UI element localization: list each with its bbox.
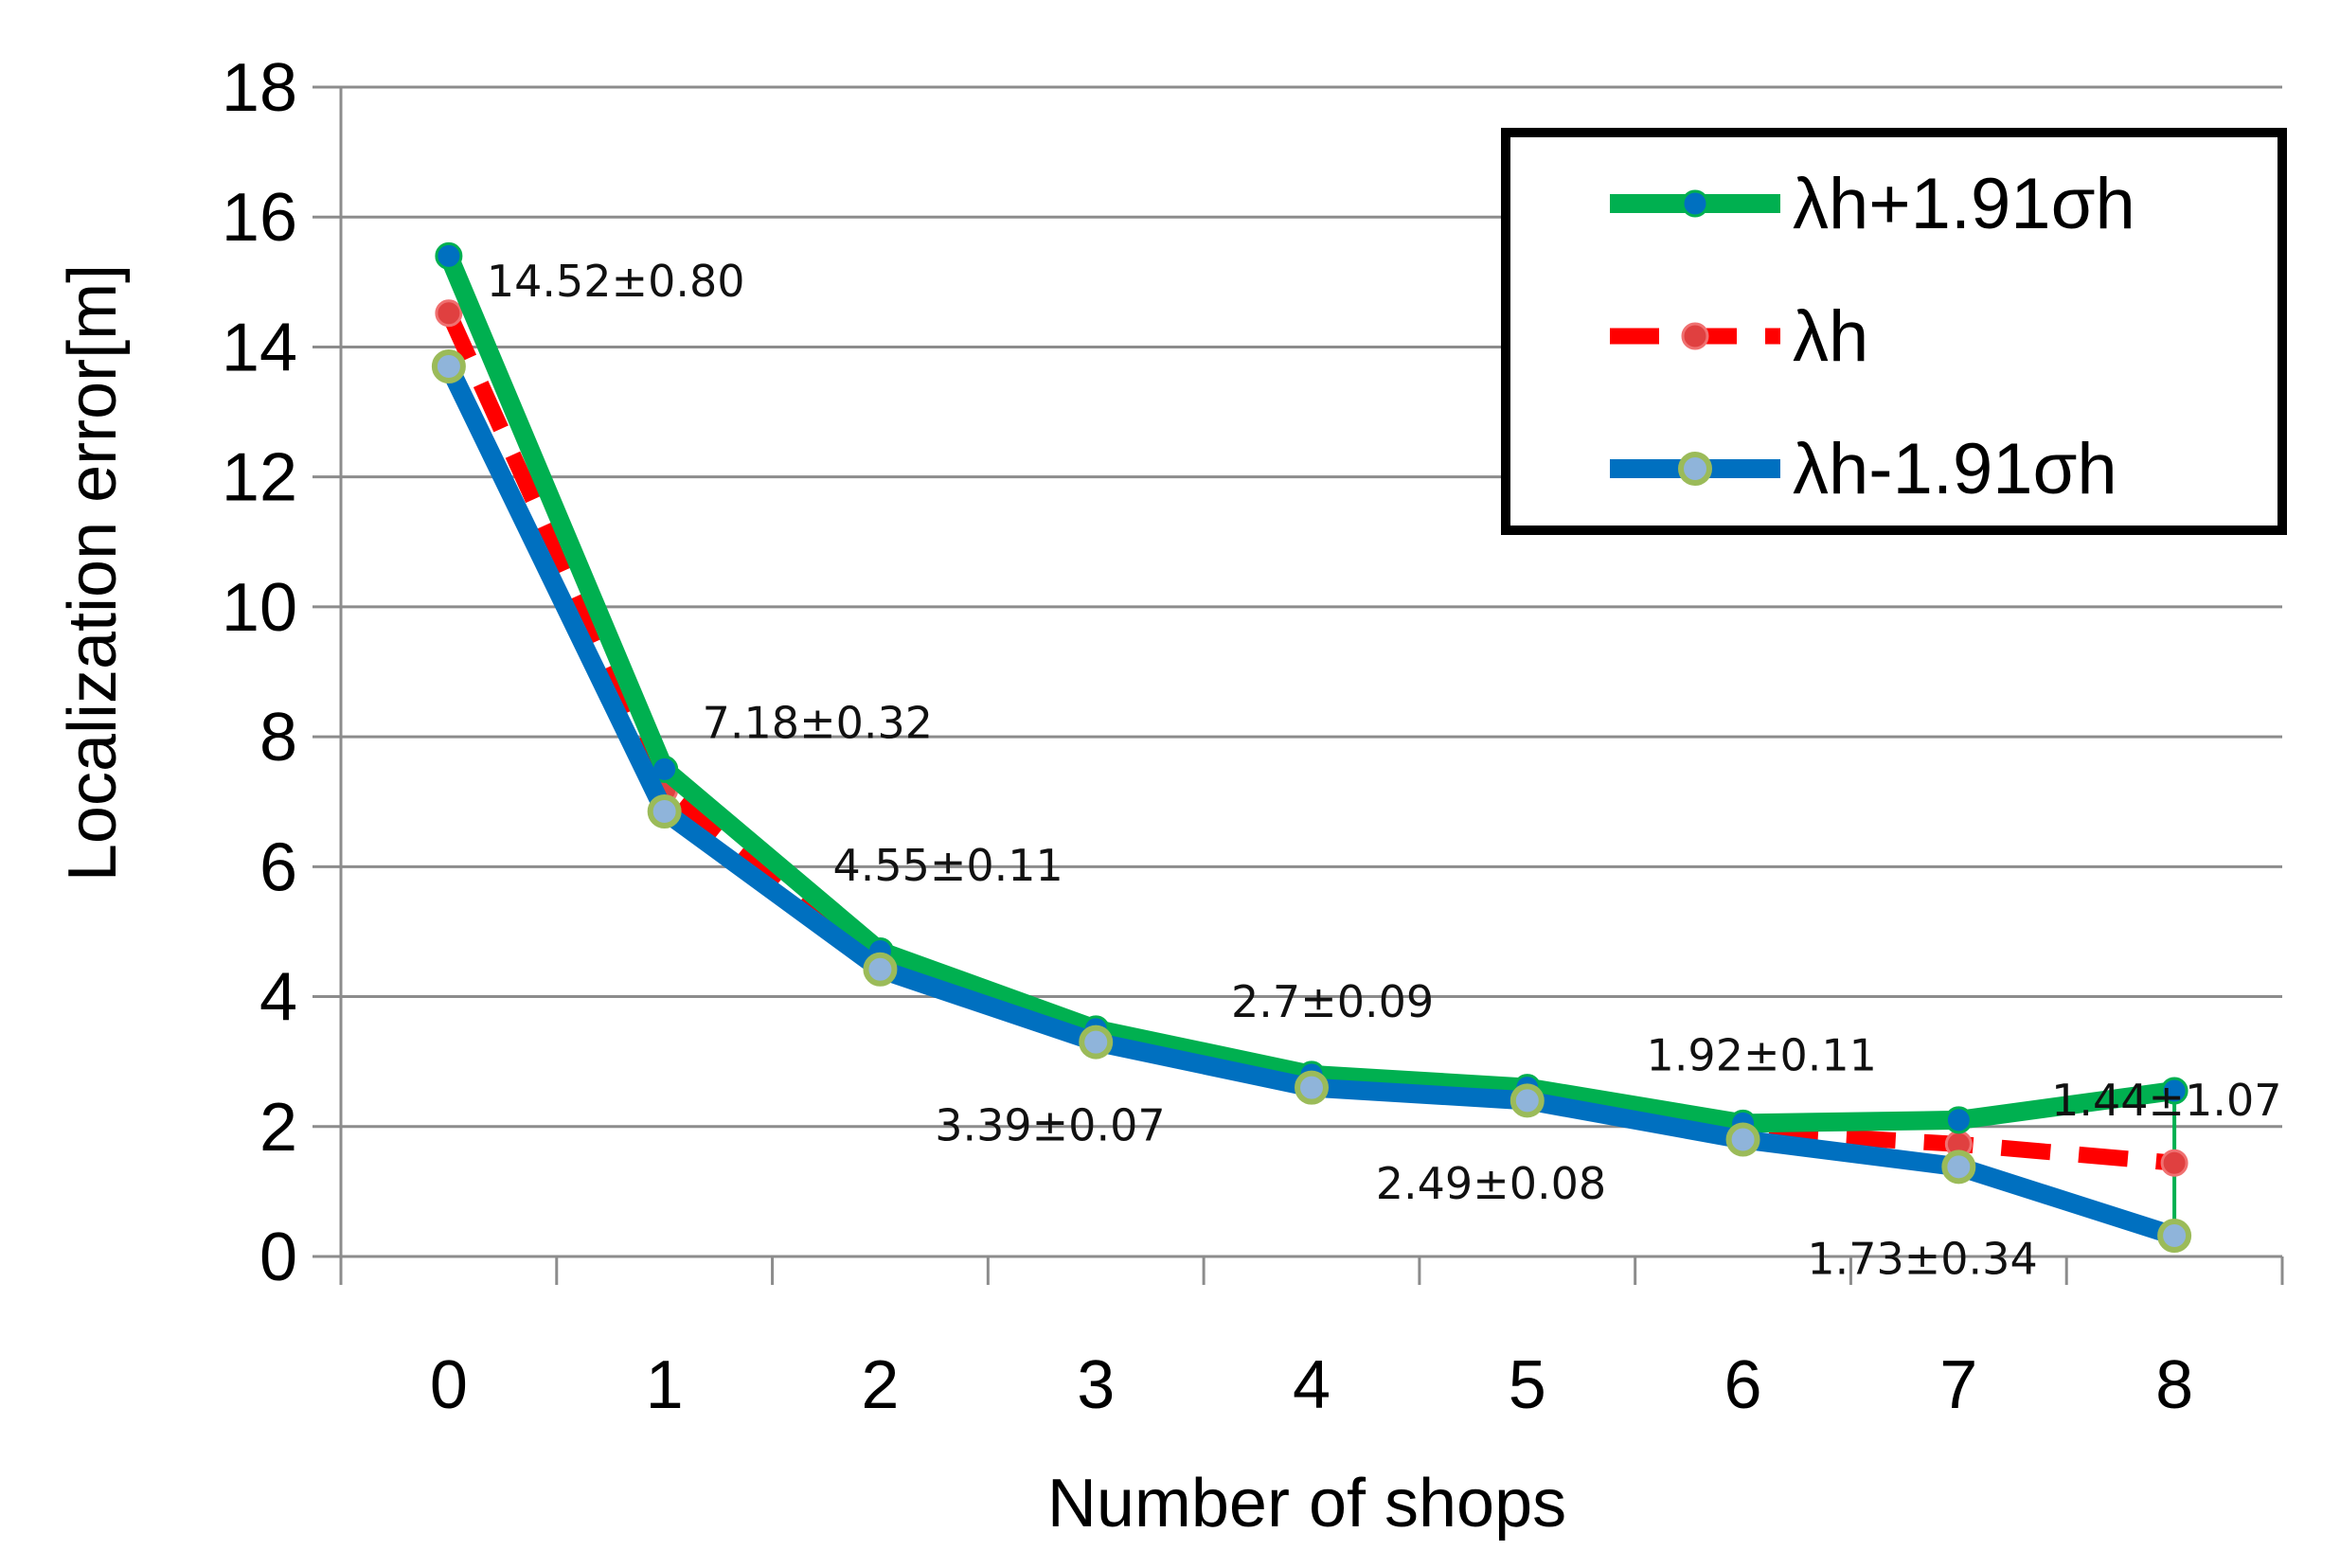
- data-point: [2157, 1219, 2192, 1254]
- y-tick-labels: 0 2 4 6 8 10 12 14 16 18: [222, 50, 297, 1295]
- data-label: 1.73±0.34: [1807, 1233, 2037, 1284]
- x-tick-label: 2: [861, 1347, 899, 1423]
- data-point: [1941, 1149, 1976, 1185]
- y-tick-label: 4: [259, 960, 297, 1036]
- y-tick-label: 0: [259, 1220, 297, 1295]
- legend-swatch-marker: [1681, 189, 1709, 218]
- data-point: [2160, 1077, 2188, 1105]
- x-tick-label: 0: [430, 1347, 468, 1423]
- data-point: [1509, 1083, 1545, 1118]
- legend-label: λh-1.91σh: [1793, 429, 2117, 509]
- series-group: [431, 241, 2192, 1254]
- data-point: [435, 241, 463, 270]
- data-label: 4.55±0.11: [832, 840, 1063, 891]
- data-label: 2.7±0.09: [1231, 976, 1434, 1027]
- x-tick-labels: 0 1 2 3 4 5 6 7 8: [430, 1347, 2193, 1423]
- y-tick-label: 8: [259, 700, 297, 775]
- x-tick-label: 6: [1724, 1347, 1762, 1423]
- data-point: [1725, 1122, 1760, 1157]
- data-label: 7.18±0.32: [703, 697, 933, 748]
- data-point: [1295, 1070, 1329, 1105]
- axes: [313, 85, 2284, 1285]
- x-tick-label: 5: [1509, 1347, 1546, 1423]
- y-axis-title: Localization error[m]: [55, 264, 131, 882]
- legend: λh+1.91σh λh λh-1.91σh: [1501, 128, 2287, 535]
- data-point: [863, 952, 898, 987]
- series-3: [431, 349, 2192, 1254]
- x-tick-label: 4: [1293, 1347, 1331, 1423]
- y-tick-label: 14: [222, 310, 297, 385]
- x-tick-label: 7: [1939, 1347, 1977, 1423]
- data-label: 2.49±0.08: [1376, 1158, 1606, 1209]
- data-label: 3.39±0.07: [935, 1099, 1165, 1150]
- y-tick-label: 18: [222, 50, 297, 126]
- x-tick-label: 8: [2155, 1347, 2193, 1423]
- data-point: [431, 349, 466, 384]
- y-tick-label: 2: [259, 1090, 297, 1166]
- x-axis-title: Number of shops: [1047, 1466, 1566, 1541]
- gridlines: [341, 85, 2282, 1129]
- y-tick-label: 6: [259, 829, 297, 905]
- y-tick-label: 12: [222, 440, 297, 516]
- data-label: 1.44±1.07: [2051, 1075, 2281, 1126]
- data-point: [1079, 1025, 1114, 1060]
- data-point: [435, 299, 463, 328]
- data-label: 1.92±0.11: [1647, 1029, 1877, 1080]
- data-label: 14.52±0.80: [487, 256, 745, 307]
- x-tick-label: 1: [646, 1347, 684, 1423]
- data-point: [647, 794, 682, 829]
- legend-swatch-marker: [1678, 452, 1712, 486]
- data-labels: 14.52±0.80 7.18±0.32 4.55±0.11 3.39±0.07 2.7…: [487, 256, 2282, 1285]
- data-point: [1944, 1106, 1973, 1134]
- y-tick-label: 16: [222, 180, 297, 256]
- legend-swatch-marker: [1681, 322, 1709, 350]
- legend-label: λh+1.91σh: [1793, 164, 2135, 244]
- legend-label: λh: [1793, 296, 1868, 377]
- y-tick-label: 10: [222, 570, 297, 646]
- data-point: [2160, 1149, 2188, 1177]
- x-tick-label: 3: [1077, 1347, 1115, 1423]
